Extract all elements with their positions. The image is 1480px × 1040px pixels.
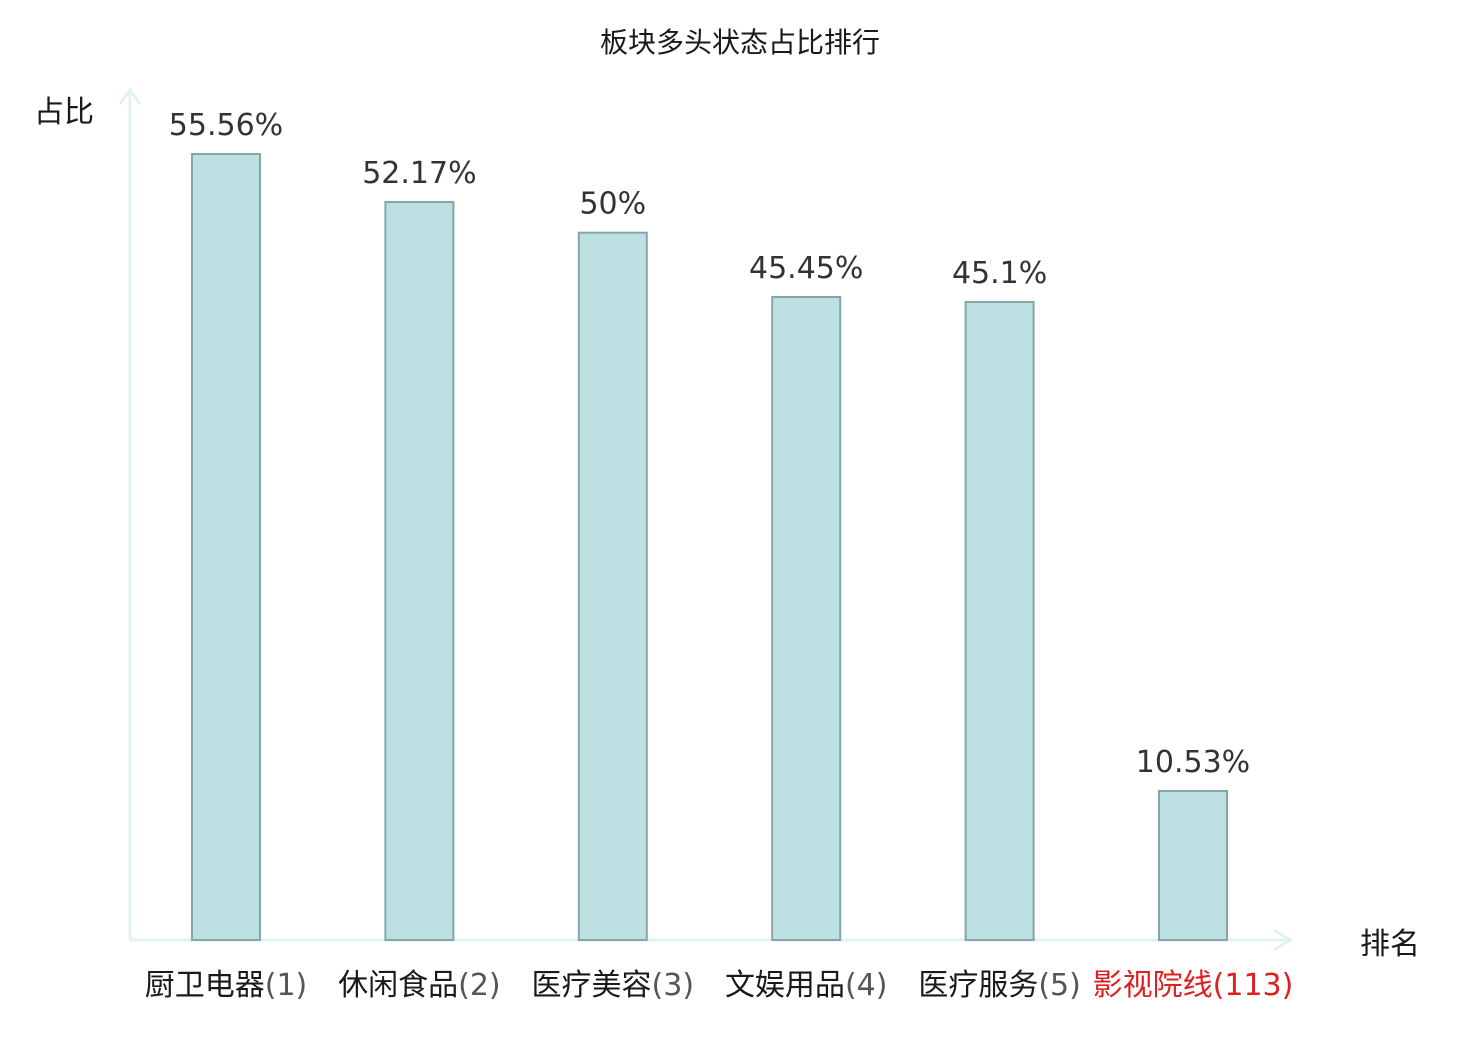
value-label-3: 50% xyxy=(579,187,646,222)
x-axis-label: 排名 xyxy=(1360,927,1420,962)
chart-title: 板块多头状态占比排行 xyxy=(600,26,880,59)
category-label-5: 医疗服务(5) xyxy=(918,968,1081,1003)
category-rank: (2) xyxy=(458,968,501,1003)
value-label-6: 10.53% xyxy=(1136,745,1250,780)
bar-1 xyxy=(191,153,261,941)
category-label-6: 影视院线(113) xyxy=(1093,968,1294,1003)
bar-4 xyxy=(771,296,842,941)
bar-3 xyxy=(577,231,648,941)
bar-5 xyxy=(964,301,1035,941)
category-label-4: 文娱用品(4) xyxy=(725,968,888,1003)
bar-6 xyxy=(1158,790,1228,941)
value-label-1: 55.56% xyxy=(169,108,283,143)
y-axis-arrow xyxy=(118,87,142,105)
category-name: 休闲食品 xyxy=(338,968,458,1003)
y-axis-label: 占比 xyxy=(34,95,94,130)
category-rank: (1) xyxy=(265,968,308,1003)
bar-series: 55.56% 厨卫电器(1) 52.17% 休闲食品(2) 50% 医疗美容(3) 45.4… xyxy=(145,108,1294,1003)
category-rank: (3) xyxy=(652,968,695,1003)
category-label-1: 厨卫电器(1) xyxy=(145,968,308,1003)
category-name: 影视院线 xyxy=(1093,968,1213,1003)
category-rank: (113) xyxy=(1213,968,1294,1003)
value-label-5: 45.1% xyxy=(952,256,1047,291)
category-rank: (4) xyxy=(845,968,888,1003)
category-name: 文娱用品 xyxy=(725,968,845,1003)
category-label-2: 休闲食品(2) xyxy=(338,968,501,1003)
bar-2 xyxy=(384,201,455,941)
category-label-3: 医疗美容(3) xyxy=(532,968,695,1003)
category-name: 医疗美容 xyxy=(532,968,652,1003)
category-name: 医疗服务 xyxy=(918,968,1038,1003)
value-label-2: 52.17% xyxy=(362,156,476,191)
value-label-4: 45.45% xyxy=(749,251,863,286)
x-axis-arrow xyxy=(1273,928,1293,952)
category-rank: (5) xyxy=(1038,968,1081,1003)
category-name: 厨卫电器 xyxy=(145,968,265,1003)
